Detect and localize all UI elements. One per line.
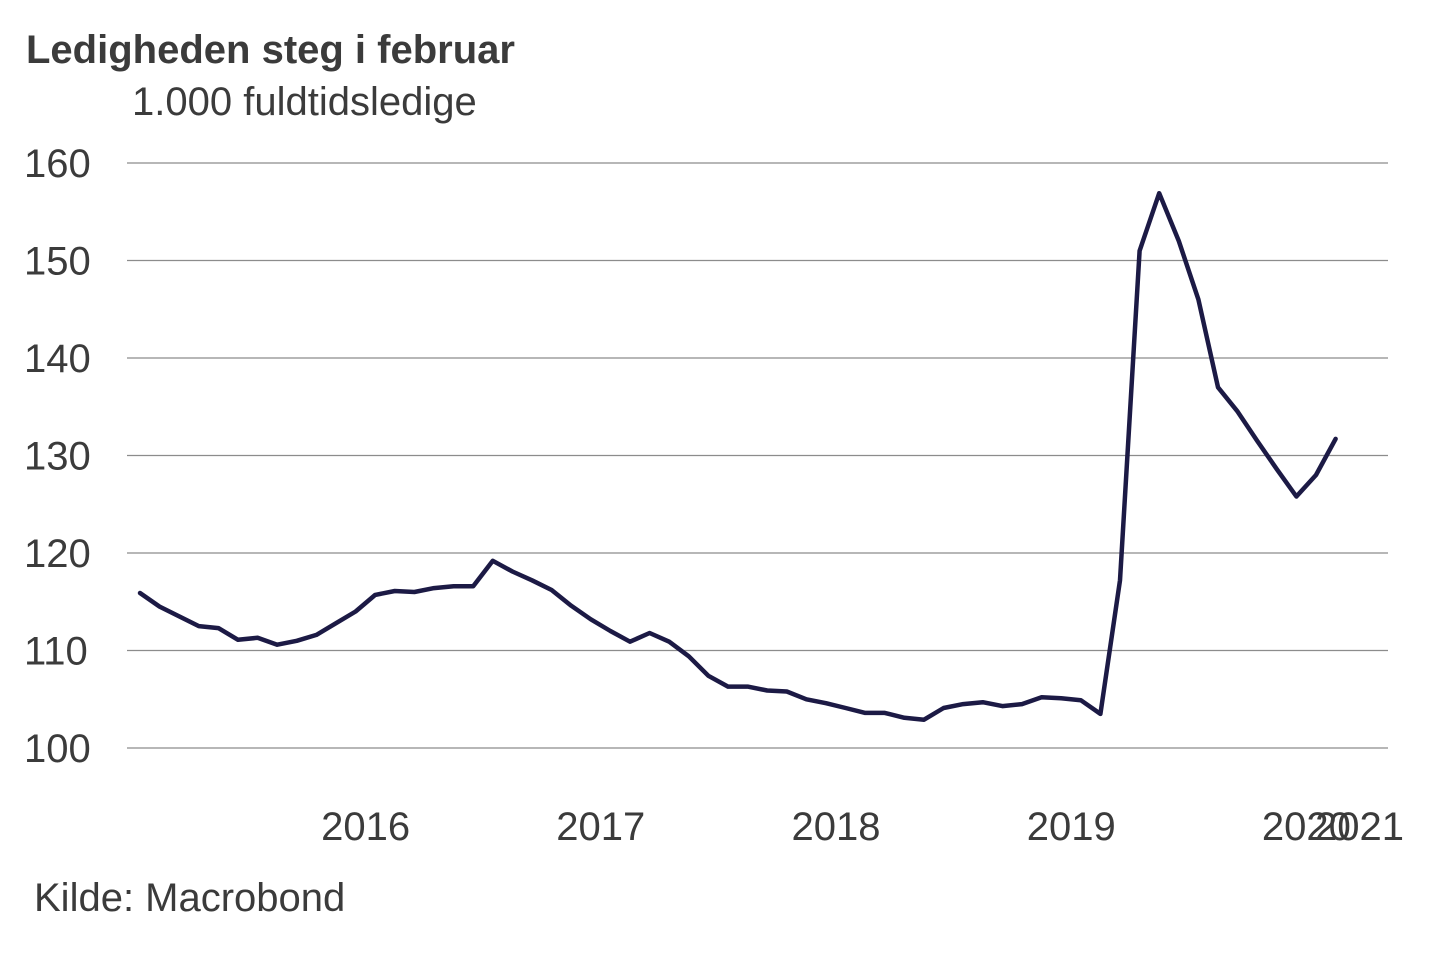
y-tick-label-160: 160 [24, 142, 91, 186]
gridlines [127, 162, 1388, 749]
y-tick-label-150: 150 [24, 240, 91, 284]
series-group [137, 190, 1338, 722]
x-tick-label-2016: 2016 [321, 805, 410, 849]
x-tick-label-2020: 2020 [1262, 805, 1351, 849]
x-tick-label-2018: 2018 [792, 805, 881, 849]
y-tick-label-120: 120 [24, 532, 91, 576]
y-axis-tick-labels: 100 110 120 130 140 150 160 [24, 142, 91, 771]
source-note: Kilde: Macrobond [34, 876, 346, 920]
chart-title: Ledigheden steg i februar [26, 28, 515, 72]
y-tick-label-130: 130 [24, 435, 91, 479]
x-tick-label-2017: 2017 [556, 805, 645, 849]
series-line-0 [137, 190, 1338, 722]
x-tick-label-2019: 2019 [1027, 805, 1116, 849]
y-tick-label-140: 140 [24, 337, 91, 381]
y-tick-label-100: 100 [24, 727, 91, 771]
y-tick-label-110: 110 [24, 630, 88, 674]
chart-subtitle: 1.000 fuldtidsledige [132, 80, 477, 124]
x-tick-label-2021: 2021 [1315, 805, 1404, 849]
